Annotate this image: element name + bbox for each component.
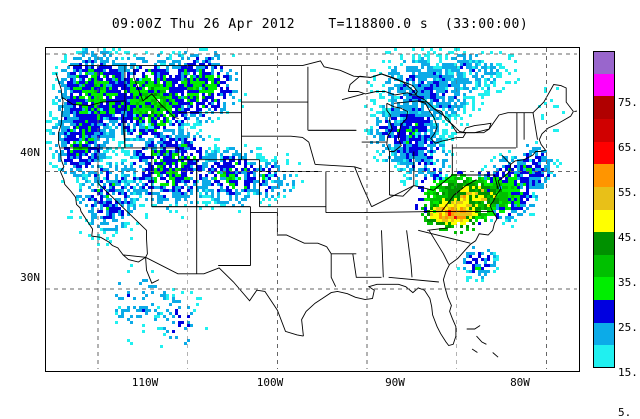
colorbar-band-50 [593,164,615,188]
colorbar-tick-5: 5. [618,406,632,419]
colorbar-border [593,51,615,368]
colorbar-band-25 [593,277,615,301]
colorbar-band-10 [593,345,615,369]
colorbar-tick-15: 15. [618,366,638,379]
colorbar-tick-25: 25. [618,321,638,334]
colorbar-band-20 [593,300,615,324]
radar-map-svg [46,48,577,369]
lon-tick-80w: 80W [510,376,530,389]
colorbar-tick-35: 35. [618,276,638,289]
colorbar-tick-45: 45. [618,231,638,244]
colorbar-band-60 [593,118,615,142]
lon-tick-100w: 100W [256,376,284,389]
page-title: 09:00Z Thu 26 Apr 2012 T=118800.0 s (33:… [111,17,529,32]
map-panel[interactable] [45,47,580,372]
geography-overlay [55,60,577,358]
colorbar-band-35 [593,232,615,256]
lon-tick-110w: 110W [131,376,159,389]
lat-tick-40n: 40N [20,146,40,159]
colorbar-band-70 [593,73,615,97]
radar-plot-root: 09:00Z Thu 26 Apr 2012 T=118800.0 s (33:… [20,17,638,418]
lat-tick-30n: 30N [20,271,40,284]
colorbar-band-55 [593,141,615,165]
lon-tick-90w: 90W [385,376,405,389]
lat-lon-gridlines [46,48,577,369]
colorbar-tick-65: 65. [618,141,638,154]
colorbar-tick-55: 55. [618,186,638,199]
colorbar-band-30 [593,254,615,278]
radar-reflectivity-field [46,48,565,348]
colorbar-band-75 [593,51,615,74]
colorbar-band-15 [593,322,615,346]
colorbar-band-65 [593,96,615,120]
colorbar-tick-75: 75. [618,96,638,109]
colorbar-band-45 [593,186,615,210]
colorbar-band-40 [593,209,615,233]
